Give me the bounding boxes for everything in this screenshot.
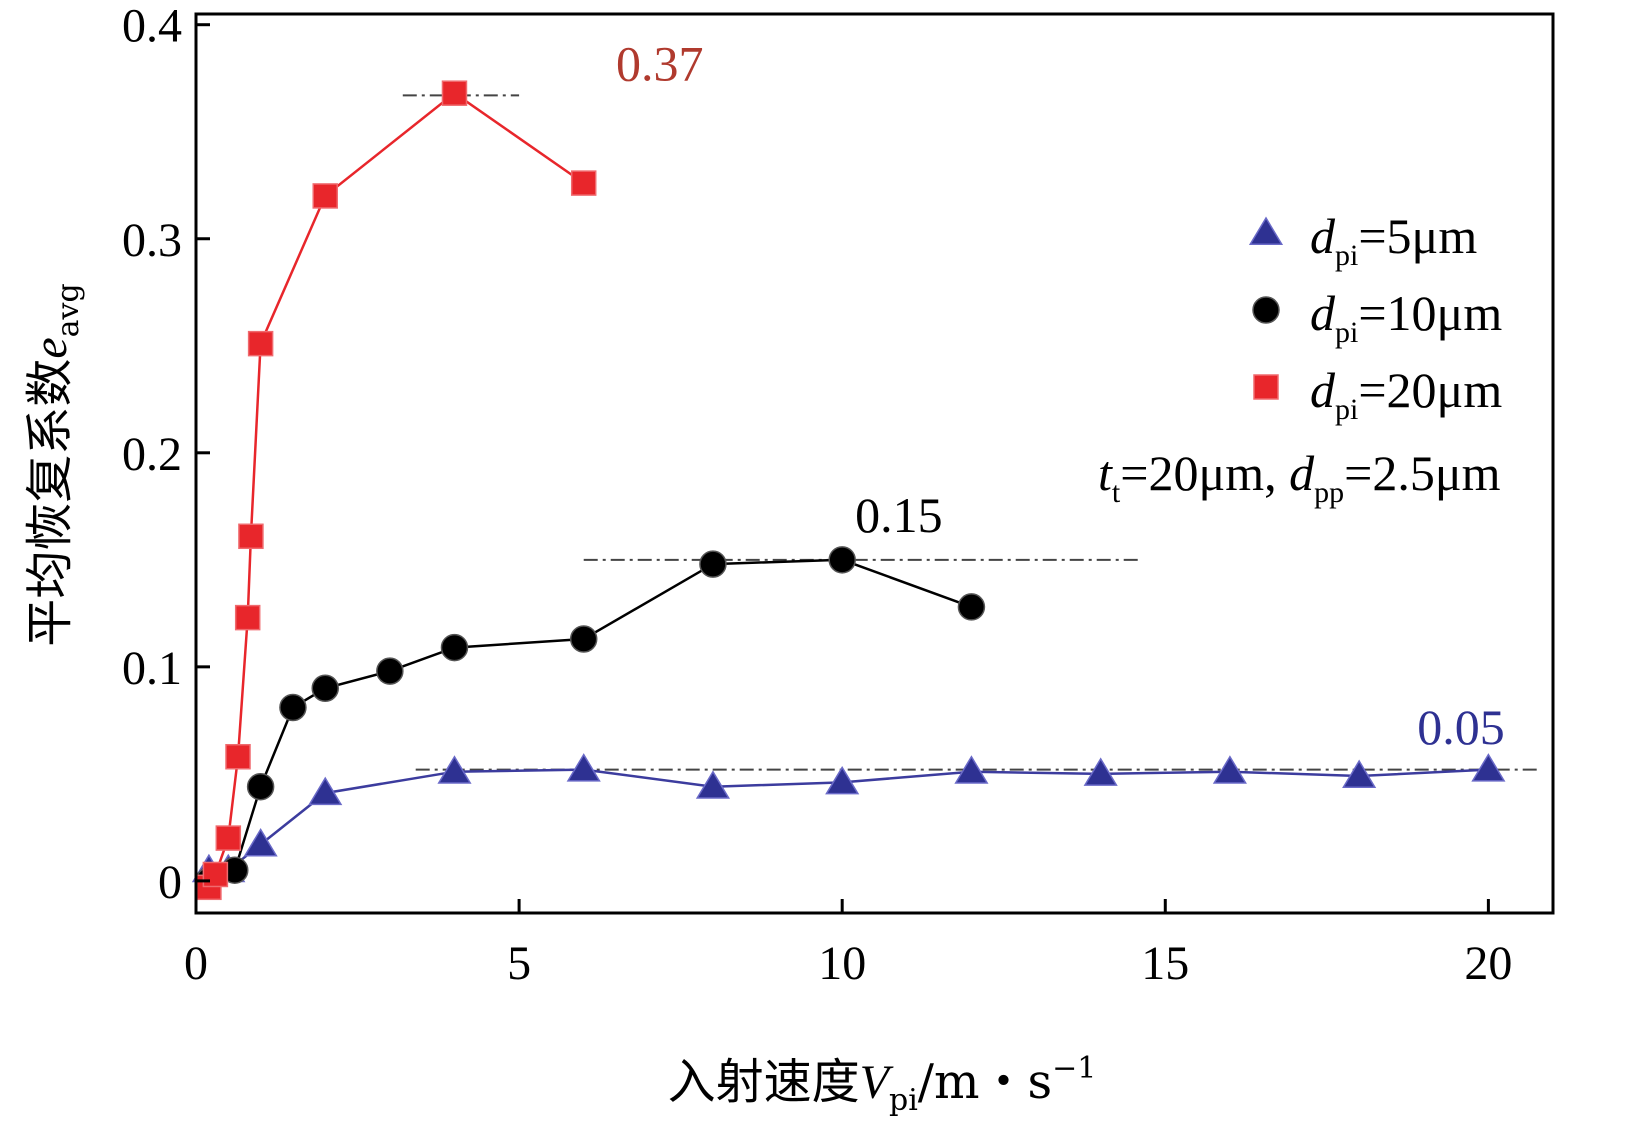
data-point: [243, 828, 278, 857]
annotation-peak-20um: 0.37: [616, 35, 704, 91]
legend-marker: [1248, 216, 1284, 245]
legend-marker: [1253, 374, 1279, 400]
x-tick-label: 15: [1141, 937, 1189, 990]
data-point: [225, 743, 251, 770]
data-point: [699, 550, 727, 578]
y-tick-label: 0.4: [122, 0, 182, 53]
data-point: [1083, 757, 1118, 786]
y-axis-title: 平均恢复系数eavg: [22, 283, 86, 646]
data-point: [311, 674, 339, 702]
condition-text: tt=20μm, dpp=2.5μm: [1098, 445, 1501, 509]
data-point: [957, 593, 986, 621]
data-point: [954, 755, 989, 784]
data-point: [569, 625, 598, 653]
data-point: [202, 861, 229, 888]
series-line: [207, 91, 585, 888]
data-point: [695, 770, 731, 799]
y-tick-label: 0.2: [122, 428, 182, 481]
x-tick-label: 0: [184, 937, 208, 990]
plot-frame: [194, 12, 1555, 915]
axis-ticks: [194, 23, 1490, 913]
data-point: [828, 546, 856, 574]
x-tick-label: 5: [507, 937, 531, 990]
data-point: [825, 765, 860, 795]
annotation-peak-10um: 0.15: [855, 487, 943, 543]
data-point: [215, 825, 242, 851]
x-axis-title: 入射速度Vpi/m・s−1: [668, 1051, 1097, 1118]
reference-lines: [402, 94, 1541, 771]
data-point: [1471, 753, 1506, 782]
data-point: [1212, 755, 1247, 784]
legend-label-5um: dpi=5μm: [1310, 208, 1477, 272]
tick-labels: 0 5 10 15 20 0 0.1 0.2 0.3 0.4: [122, 0, 1512, 990]
annotation-peak-5um: 0.05: [1417, 699, 1505, 755]
data-point: [566, 753, 601, 782]
data-point: [312, 183, 338, 209]
x-tick-label: 10: [818, 937, 866, 990]
data-point: [246, 772, 275, 801]
data-point: [279, 693, 307, 722]
legend: dpi=5μm dpi=10μm dpi=20μm tt=20μm, dpp=2…: [1098, 208, 1502, 509]
data-point: [247, 330, 274, 357]
data-point: [308, 776, 343, 806]
y-tick-label: 0.1: [122, 642, 182, 695]
y-tick-label: 0.3: [122, 214, 182, 267]
data-point: [1342, 759, 1377, 789]
series-line: [208, 558, 972, 883]
legend-label-10um: dpi=10μm: [1310, 285, 1502, 349]
annotations: 0.37 0.15 0.05: [616, 35, 1505, 755]
data-point: [437, 755, 472, 784]
series-markers: [191, 80, 1506, 901]
legend-markers: [1248, 216, 1284, 400]
data-point: [238, 523, 264, 550]
x-tick-label: 20: [1464, 937, 1512, 990]
legend-label-20um: dpi=20μm: [1310, 362, 1502, 426]
y-tick-label: 0: [158, 856, 182, 909]
data-point: [570, 170, 597, 196]
legend-marker: [1252, 296, 1280, 324]
data-point: [441, 80, 468, 106]
data-point: [234, 604, 261, 631]
data-point: [376, 657, 404, 685]
data-point: [440, 633, 469, 662]
